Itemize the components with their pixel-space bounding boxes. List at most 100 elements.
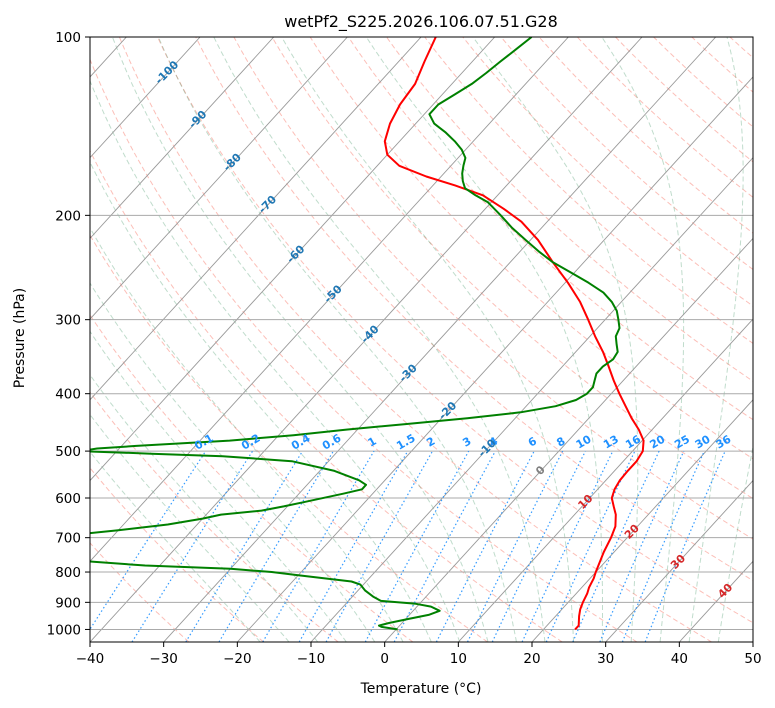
- x-tick-label: 40: [671, 651, 688, 667]
- mixing-ratio-line: [325, 450, 434, 642]
- y-tick-label: 800: [55, 565, 81, 581]
- dry-adiabat: [309, 37, 753, 460]
- dry-adiabat: [615, 37, 753, 163]
- y-tick-label: 600: [55, 491, 81, 507]
- isotherm: [531, 399, 753, 642]
- x-tick-label: 20: [523, 651, 540, 667]
- dry-adiabat: [653, 37, 753, 128]
- moist-adiabat: [688, 37, 744, 642]
- dry-adiabat: [538, 37, 753, 234]
- x-tick-label: −20: [223, 651, 252, 667]
- dry-adiabat: [768, 37, 775, 642]
- dry-adiabat: [90, 58, 638, 642]
- mixing-ratio-label: 0.6: [320, 431, 344, 452]
- dry-adiabat: [118, 37, 712, 642]
- y-tick-label: 300: [55, 313, 81, 329]
- isotherm: [605, 479, 753, 642]
- isotherm: [310, 156, 753, 642]
- y-tick-label: 1000: [47, 622, 81, 638]
- y-axis-label: Pressure (hPa): [12, 288, 28, 388]
- isotherm: [90, 37, 348, 320]
- mixing-ratio-line: [393, 450, 496, 642]
- mixing-ratio-label: 3: [460, 435, 473, 450]
- mixing-ratio-label: 20: [648, 432, 668, 451]
- x-tick-label: 0: [380, 651, 389, 667]
- mixing-ratio-line: [644, 450, 726, 642]
- mixing-ratio-label: 1: [366, 435, 379, 450]
- x-tick-label: 30: [597, 651, 614, 667]
- mixing-ratio-label: 1.5: [394, 432, 417, 453]
- y-tick-label: 100: [55, 30, 81, 46]
- moist-adiabat: [601, 37, 685, 642]
- moist-adiabat: [90, 450, 261, 642]
- isotherm: [90, 37, 496, 482]
- dry-adiabat: [90, 467, 264, 642]
- isotherm: [458, 318, 753, 642]
- y-tick-label: 500: [55, 444, 81, 460]
- mixing-ratio-label: 8: [554, 435, 567, 450]
- moist-adiabat: [281, 37, 575, 642]
- moist-adiabat: [213, 37, 546, 642]
- plot-frame: [89, 36, 754, 643]
- x-tick-label: 10: [450, 651, 467, 667]
- mixing-ratio-line: [572, 450, 660, 642]
- moist-adiabat: [472, 37, 639, 642]
- x-tick-label: −40: [76, 651, 105, 667]
- dry-adiabat: [424, 37, 753, 344]
- y-tick-label: 700: [55, 531, 81, 547]
- x-tick-label: −10: [297, 651, 326, 667]
- axis-ticks: −40 −30 −20 −10 0 10 20 30 40 50 1000 900 800 700 600 5…: [47, 30, 762, 667]
- dry-adiabat: [729, 37, 753, 59]
- x-tick-label: −30: [149, 651, 178, 667]
- mixing-ratio-line: [90, 450, 207, 631]
- dry-adiabat: [90, 391, 339, 642]
- moist-adiabat: [90, 413, 290, 642]
- moist-adiabat: [90, 79, 461, 642]
- moist-adiabat: [717, 444, 753, 642]
- moist-adiabat: [111, 37, 489, 642]
- mixing-ratio-label: 10: [574, 432, 594, 451]
- dry-adiabat: [157, 37, 753, 624]
- mixing-ratio-line: [599, 450, 685, 642]
- mixing-ratio-line: [185, 450, 304, 642]
- dry-adiabat: [90, 149, 563, 642]
- dry-adiabat: [386, 37, 753, 382]
- mixing-ratio-line: [131, 450, 254, 642]
- dry-adiabat: [576, 37, 753, 198]
- dry-adiabat: [195, 37, 753, 582]
- mixing-ratio-line: [621, 450, 705, 642]
- isotherm: [237, 76, 753, 642]
- isotherm: [163, 37, 717, 642]
- y-tick-label: 900: [55, 595, 81, 611]
- mixing-ratio-label: 6: [526, 434, 539, 449]
- x-tick-label: 50: [744, 651, 761, 667]
- x-axis-label: Temperature (°C): [360, 681, 482, 697]
- dewpoint-trace: [90, 37, 621, 631]
- mixing-ratio-line: [491, 450, 586, 642]
- dry-adiabat: [462, 37, 753, 307]
- sounding-traces: [90, 37, 645, 631]
- moist-adiabat: [90, 282, 376, 642]
- isotherm: [90, 37, 275, 240]
- mixing-ratio-label: 0.2: [239, 432, 262, 453]
- y-tick-label: 400: [55, 387, 81, 403]
- mixing-ratio-line: [364, 450, 470, 642]
- dry-adiabat: [271, 37, 753, 500]
- isotherm: [384, 237, 753, 642]
- isotherm: [90, 37, 422, 401]
- isotherm: [752, 641, 753, 642]
- moist-adiabat: [157, 37, 517, 642]
- isotherm: [90, 37, 569, 562]
- moist-adiabat: [90, 161, 432, 642]
- moist-adiabat: [90, 374, 319, 642]
- reference-line-labels: 0.1 0.2 0.4 0.6 1 1.5 2 3 4 6 8 10 13 16 20 25 30 36-100-…: [153, 58, 736, 601]
- isotherm: [90, 37, 201, 159]
- moist-adiabat: [365, 37, 603, 642]
- mixing-ratio-line: [466, 450, 564, 642]
- temperature-trace: [383, 37, 645, 631]
- mixing-ratio-label: 25: [672, 433, 692, 452]
- dry-adiabat: [90, 542, 190, 642]
- moist-adiabat: [90, 330, 347, 642]
- mixing-ratio-line: [218, 450, 334, 642]
